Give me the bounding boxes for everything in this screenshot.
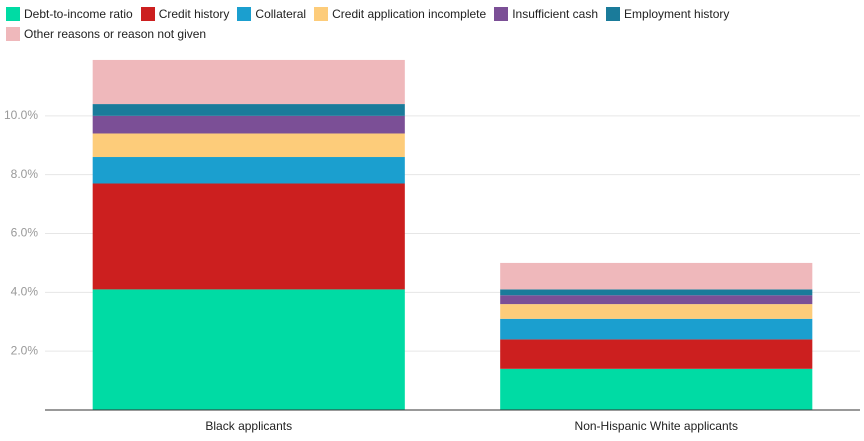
bar-segment xyxy=(500,295,813,305)
legend-swatch xyxy=(237,7,252,21)
legend-label: Credit history xyxy=(158,7,230,21)
legend-label: Employment history xyxy=(624,7,730,21)
y-tick-label: 4.0% xyxy=(11,285,39,299)
legend-label: Collateral xyxy=(255,7,307,21)
legend-swatch xyxy=(606,7,621,21)
x-tick-label: Black applicants xyxy=(205,419,292,433)
bar-segment xyxy=(500,289,813,296)
legend-label: Insufficient cash xyxy=(512,7,599,21)
legend-item: Employment history xyxy=(606,6,729,22)
bar-segment xyxy=(92,104,405,116)
legend-label: Other reasons or reason not given xyxy=(24,27,207,41)
legend-swatch xyxy=(6,27,20,41)
bar-segment xyxy=(92,115,405,134)
legend-item: Other reasons or reason not given xyxy=(6,26,206,42)
legend-item: Credit application incomplete xyxy=(314,6,486,22)
bar-segment xyxy=(500,368,813,410)
bar-segment xyxy=(500,304,813,319)
y-tick-label: 8.0% xyxy=(11,167,39,181)
bar-segment xyxy=(92,289,405,410)
legend-item: Credit history xyxy=(140,6,230,22)
bar-segment xyxy=(92,59,405,105)
legend-item: Debt-to-income ratio xyxy=(6,6,133,22)
bar-segment xyxy=(92,133,405,158)
y-tick-label: 10.0% xyxy=(4,108,38,122)
bar-segment xyxy=(92,157,405,184)
bar-segment xyxy=(92,183,405,290)
legend-item: Insufficient cash xyxy=(494,6,598,22)
legend-swatch xyxy=(314,7,329,21)
legend-swatch xyxy=(140,7,155,21)
x-tick-label: Non-Hispanic White applicants xyxy=(575,419,738,433)
y-tick-label: 2.0% xyxy=(11,343,39,357)
legend-swatch xyxy=(494,7,509,21)
legend-label: Debt-to-income ratio xyxy=(24,7,133,21)
bar-segment xyxy=(500,262,813,290)
legend-swatch xyxy=(6,7,20,21)
bar-segment xyxy=(500,318,813,340)
legend-label: Credit application incomplete xyxy=(332,7,487,21)
legend: Debt-to-income ratio Credit history Collat… xyxy=(6,6,746,46)
legend-item: Collateral xyxy=(237,6,306,22)
y-tick-label: 6.0% xyxy=(11,226,39,240)
bar-segment xyxy=(500,339,813,369)
